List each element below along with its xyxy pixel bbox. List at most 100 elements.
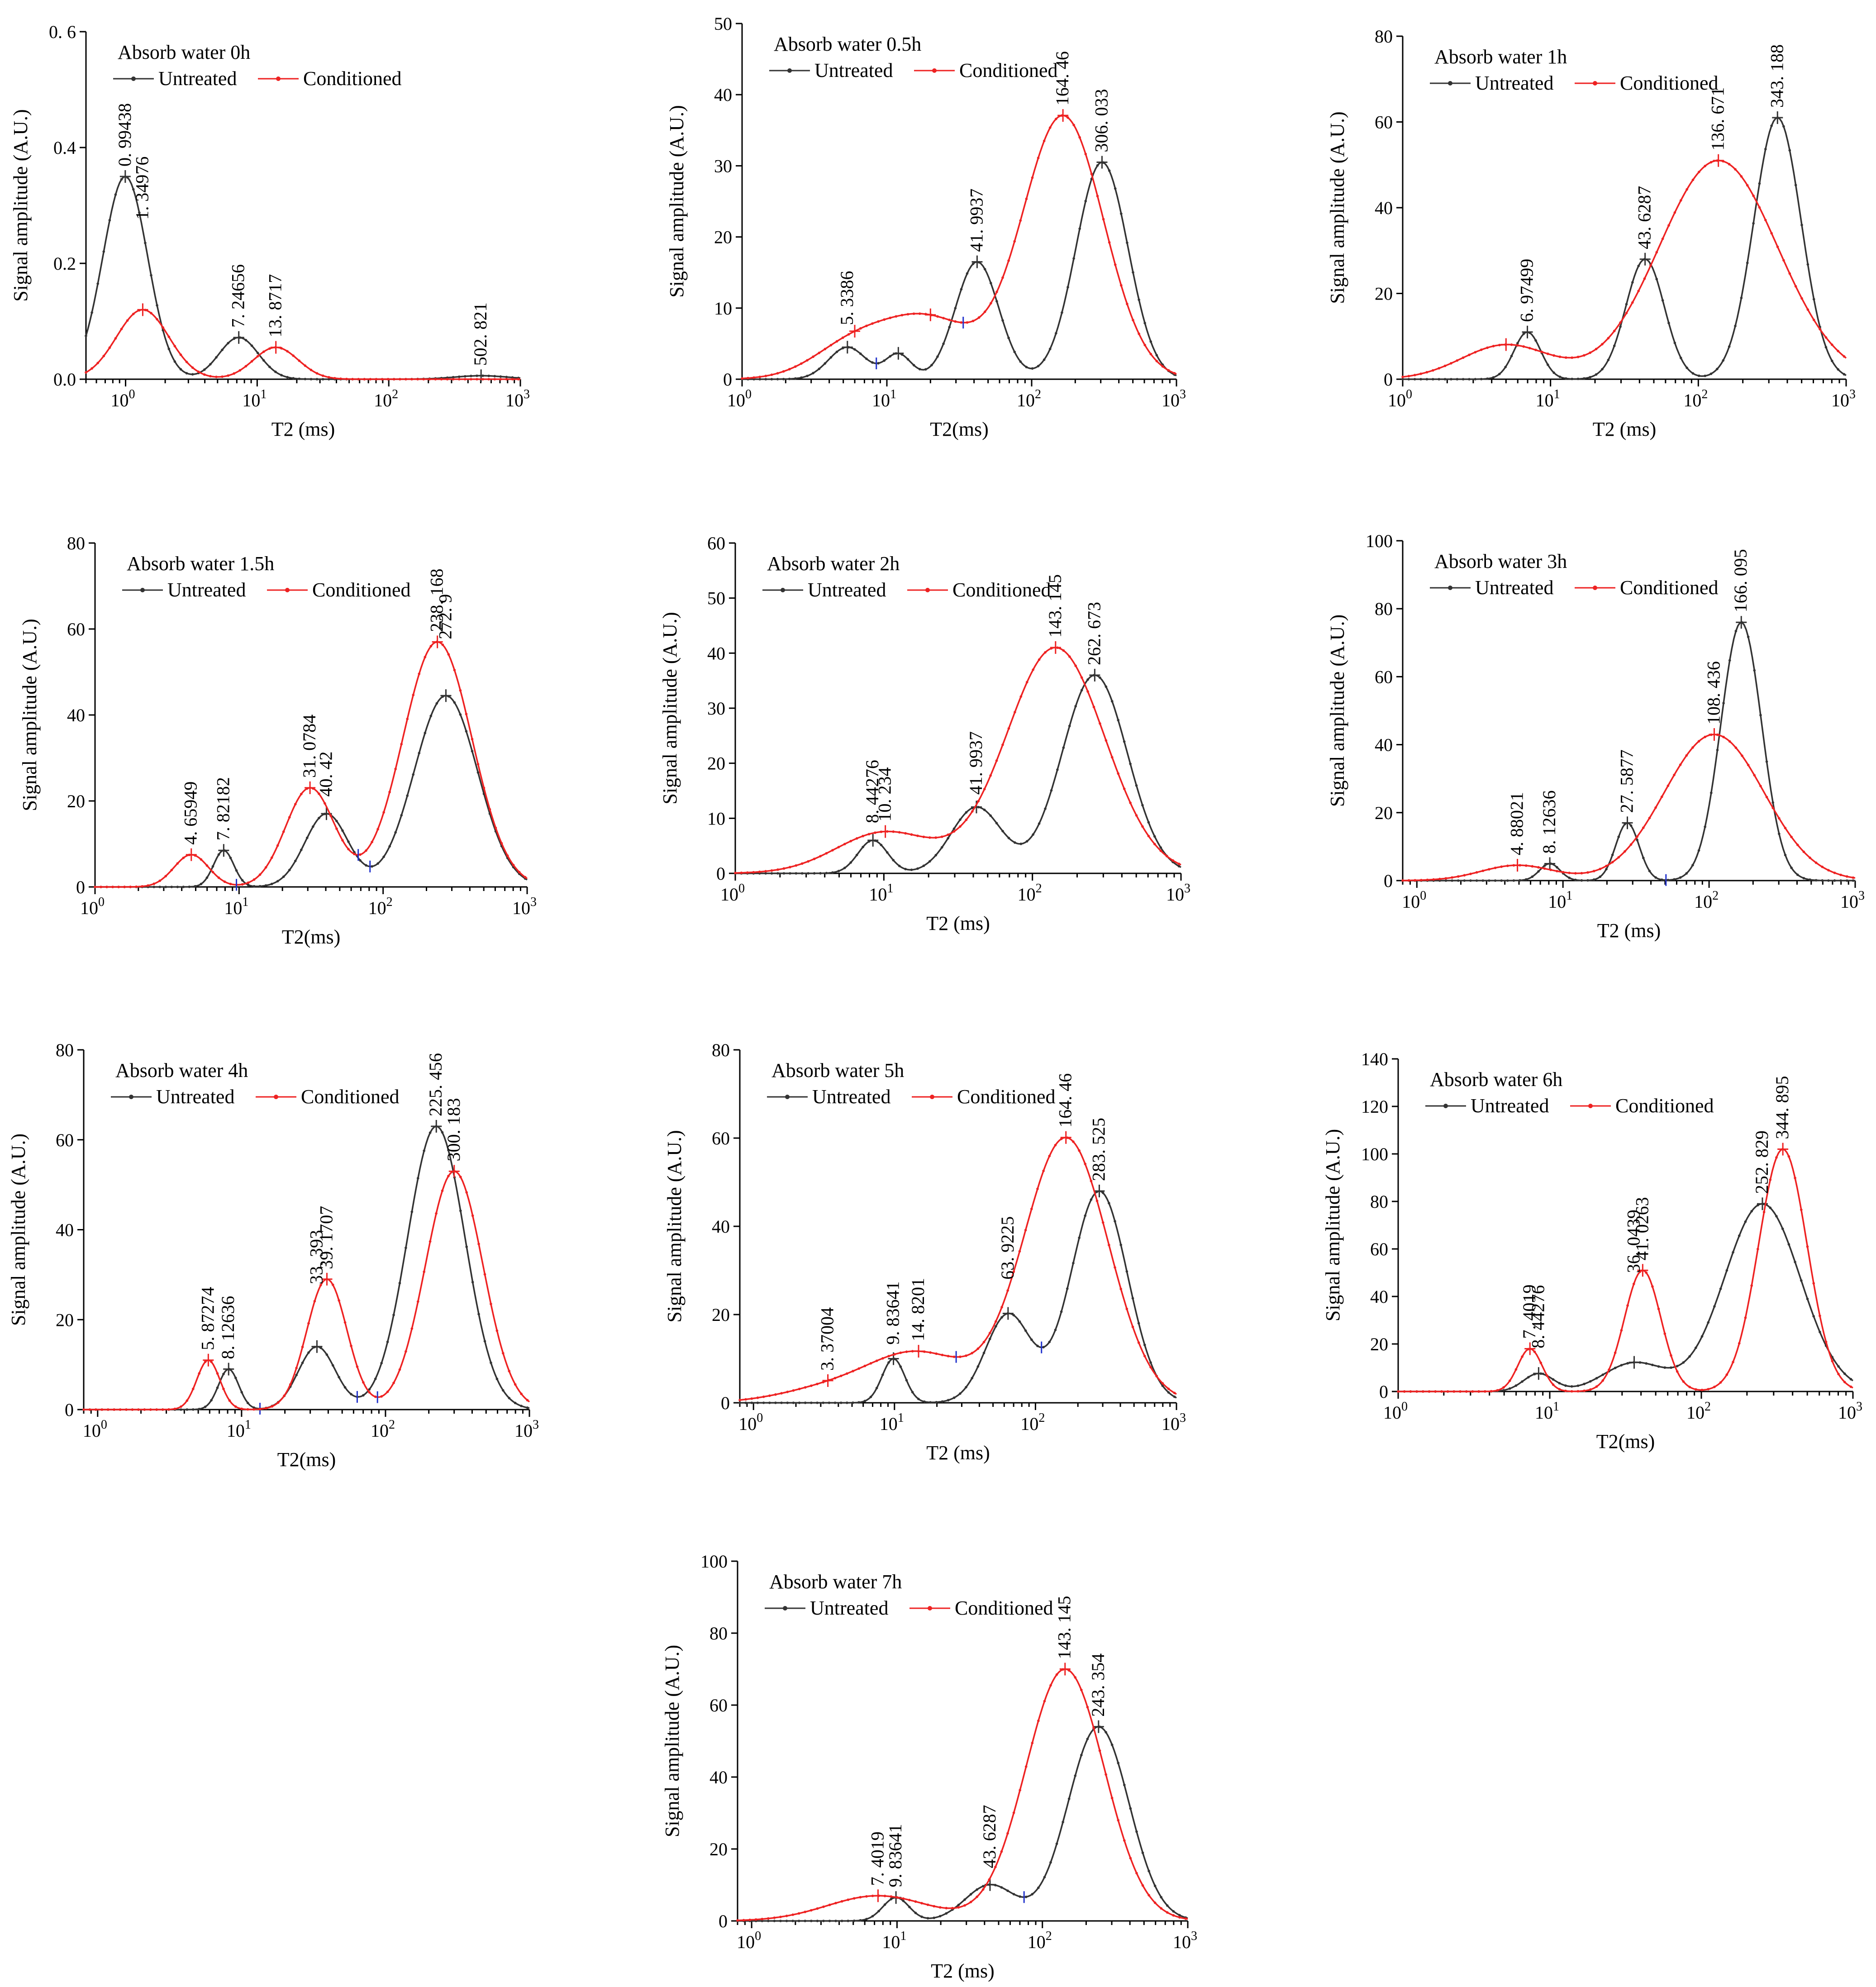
series-point bbox=[241, 883, 244, 886]
series-point bbox=[471, 738, 474, 741]
series-point bbox=[1631, 301, 1634, 304]
x-tick-label: 101 bbox=[882, 1929, 906, 1952]
series-point bbox=[1570, 1385, 1573, 1388]
series-point bbox=[119, 1408, 122, 1411]
series-point bbox=[824, 348, 827, 351]
series-point bbox=[476, 378, 478, 381]
series-point bbox=[428, 378, 431, 381]
series-point bbox=[917, 1397, 920, 1401]
series-point bbox=[1802, 877, 1805, 880]
series-point bbox=[828, 1401, 831, 1404]
series-point bbox=[1048, 1154, 1051, 1158]
series-point bbox=[1564, 1384, 1567, 1387]
series-point bbox=[457, 378, 461, 381]
series-point bbox=[824, 362, 827, 365]
series-point bbox=[740, 871, 743, 874]
series-point bbox=[494, 826, 497, 829]
series-point bbox=[1649, 264, 1652, 267]
series-point bbox=[221, 348, 224, 351]
conditioned-series-line bbox=[1402, 160, 1847, 378]
peak-value-label: 27. 5877 bbox=[1617, 749, 1637, 813]
legend-untreated-marker bbox=[787, 68, 792, 73]
series-point bbox=[1043, 139, 1046, 143]
series-point bbox=[1704, 374, 1706, 377]
series-point bbox=[493, 375, 496, 378]
series-point bbox=[1543, 867, 1546, 870]
series-point bbox=[1067, 1797, 1071, 1800]
series-point bbox=[908, 1906, 911, 1909]
series-point bbox=[495, 1329, 499, 1332]
series-point bbox=[1177, 865, 1181, 867]
series-point bbox=[1428, 1390, 1431, 1393]
series-point bbox=[988, 1332, 991, 1334]
y-tick-label: 20 bbox=[67, 791, 85, 811]
series-point bbox=[338, 1299, 340, 1302]
peak-value-label: 262. 673 bbox=[1084, 602, 1104, 665]
series-point bbox=[1481, 879, 1485, 882]
y-tick-label: 120 bbox=[1361, 1096, 1388, 1117]
peak-value-label: 41. 9937 bbox=[966, 731, 986, 795]
series-point bbox=[1552, 354, 1555, 357]
series-point bbox=[1484, 1390, 1486, 1393]
series-point bbox=[347, 840, 350, 843]
series-point bbox=[843, 843, 846, 846]
series-point bbox=[88, 1408, 91, 1411]
series-point bbox=[1637, 290, 1640, 292]
series-point bbox=[1067, 1669, 1071, 1672]
series-point bbox=[369, 378, 372, 381]
peak-value-label: 6. 97499 bbox=[1517, 259, 1537, 322]
series-point bbox=[748, 1918, 751, 1921]
series-point bbox=[1110, 1743, 1114, 1746]
series-point bbox=[1765, 760, 1768, 763]
series-point bbox=[416, 1177, 419, 1180]
series-point bbox=[883, 1903, 886, 1906]
series-point bbox=[1771, 801, 1774, 804]
series-point bbox=[1062, 1820, 1064, 1824]
series-point bbox=[517, 378, 520, 381]
series-point bbox=[1796, 843, 1799, 846]
series-point bbox=[1556, 866, 1558, 869]
series-point bbox=[1166, 1904, 1169, 1907]
series-point bbox=[111, 886, 114, 888]
series-point bbox=[752, 376, 755, 379]
series-point bbox=[1450, 362, 1452, 365]
series-point bbox=[228, 1399, 231, 1402]
series-point bbox=[902, 1897, 905, 1900]
series-point bbox=[1508, 1387, 1511, 1390]
series-point bbox=[1691, 746, 1694, 749]
y-tick-label: 60 bbox=[1375, 667, 1393, 687]
series-point bbox=[1492, 376, 1495, 379]
series-point bbox=[1734, 168, 1737, 171]
series-point bbox=[738, 1399, 741, 1401]
x-tick-label: 100 bbox=[737, 1929, 761, 1952]
series-point bbox=[770, 373, 773, 376]
series-point bbox=[1611, 861, 1614, 863]
series-point bbox=[1001, 829, 1004, 833]
series-point bbox=[1667, 322, 1670, 324]
series-point bbox=[918, 312, 921, 315]
peak-value-label: 272. 9 bbox=[435, 594, 455, 639]
series-point bbox=[167, 335, 171, 338]
series-point bbox=[1474, 351, 1477, 354]
series-point bbox=[96, 282, 99, 285]
series-point bbox=[416, 378, 419, 381]
conditioned-series-line bbox=[737, 1668, 1188, 1921]
series-point bbox=[792, 1401, 795, 1404]
series-point bbox=[1812, 319, 1815, 321]
series-point bbox=[1000, 1306, 1003, 1309]
series-point bbox=[1114, 263, 1117, 266]
series-point bbox=[400, 814, 403, 817]
series-point bbox=[301, 1361, 304, 1364]
series-point bbox=[1462, 356, 1465, 359]
series-point bbox=[1167, 1391, 1170, 1394]
peak-value-label: 4. 65949 bbox=[181, 781, 201, 845]
series-point bbox=[315, 378, 319, 381]
series-point bbox=[1719, 1287, 1722, 1290]
series-point bbox=[869, 1362, 872, 1365]
series-point bbox=[871, 361, 874, 364]
series-point bbox=[200, 858, 203, 861]
series-point bbox=[971, 810, 974, 813]
series-point bbox=[1037, 1719, 1040, 1722]
